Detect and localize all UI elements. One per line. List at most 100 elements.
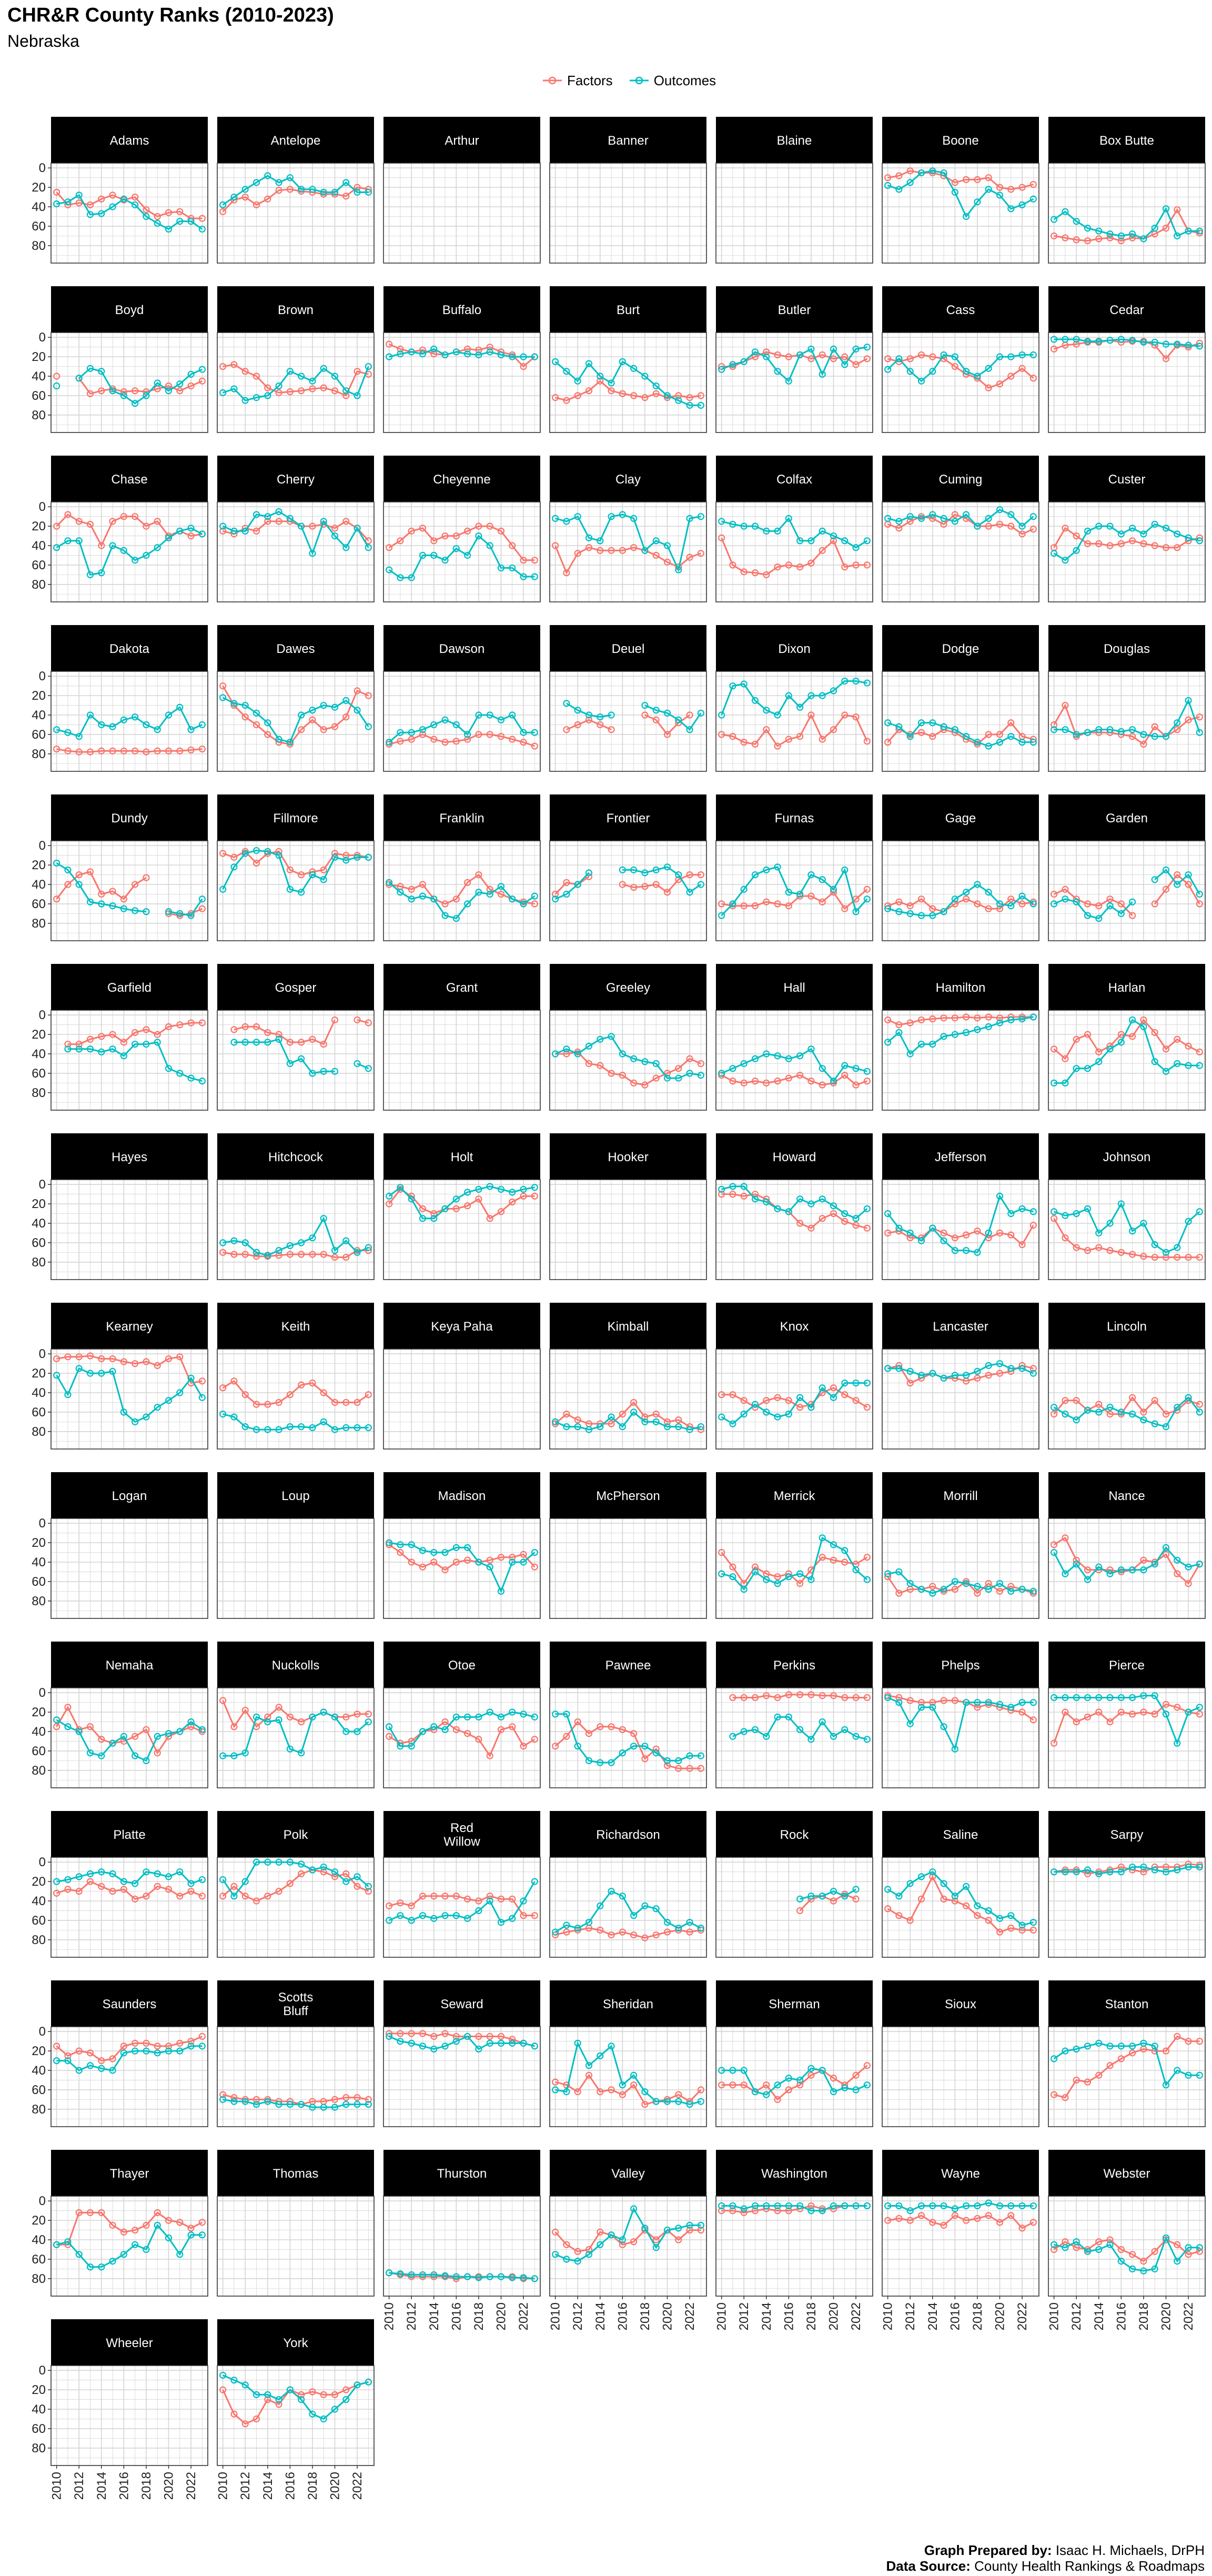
data-point-outcomes [652, 1749, 660, 1757]
data-point-factors [807, 2071, 815, 2079]
series-line-factors [223, 364, 369, 397]
data-point-outcomes [75, 2251, 83, 2258]
facet-strip-label: Grant [446, 981, 478, 995]
data-point-factors [774, 1078, 781, 1085]
data-point-factors [1162, 2047, 1170, 2055]
facet-panel: Cass [882, 286, 1039, 433]
data-point-factors [397, 537, 404, 545]
plot-area [51, 1688, 208, 1788]
data-point-outcomes [386, 1723, 393, 1730]
plot-area [550, 2196, 706, 2296]
panel-border [217, 1857, 375, 1958]
data-point-factors [1007, 1231, 1015, 1239]
data-point-factors [187, 2225, 195, 2232]
data-point-outcomes [397, 1912, 404, 1919]
data-point-outcomes [53, 544, 60, 551]
facet-strip-label: Red [450, 1821, 473, 1835]
data-point-outcomes [1140, 530, 1147, 538]
facet-strip-label: Richardson [596, 1828, 660, 1842]
data-point-outcomes [996, 1579, 1004, 1587]
data-point-factors [176, 208, 184, 215]
series-line-outcomes [555, 872, 590, 900]
data-point-outcomes [863, 344, 871, 351]
data-point-factors [176, 747, 184, 754]
data-point-outcomes [241, 527, 249, 535]
panel-border [50, 501, 208, 602]
data-point-factors [1073, 236, 1080, 244]
data-point-factors [497, 1895, 505, 1903]
data-point-outcomes [86, 571, 94, 578]
data-point-outcomes [996, 900, 1004, 908]
data-point-outcomes [408, 895, 415, 903]
y-tick-label: 20 [32, 2213, 46, 2228]
panel-border [882, 1349, 1039, 1450]
data-point-outcomes [1117, 1408, 1125, 1416]
facet-strip [217, 625, 374, 671]
data-point-outcomes [241, 2098, 249, 2105]
data-point-outcomes [895, 518, 903, 525]
facet-panel: Burt [549, 286, 707, 433]
data-point-factors [974, 1374, 981, 1382]
data-point-factors [729, 1563, 736, 1571]
data-point-outcomes [165, 2234, 173, 2241]
data-point-outcomes [807, 1576, 815, 1583]
data-point-outcomes [785, 1573, 792, 1581]
data-point-factors [309, 522, 316, 530]
data-point-factors [785, 2086, 792, 2094]
data-point-factors [785, 736, 792, 743]
data-point-outcomes [86, 2263, 94, 2271]
data-point-outcomes [852, 1215, 860, 1222]
data-point-factors [1174, 1704, 1181, 1711]
data-point-factors [1095, 2071, 1103, 2079]
data-point-outcomes [219, 1410, 227, 1418]
data-point-outcomes [563, 890, 570, 898]
data-point-outcomes [785, 515, 792, 522]
data-point-outcomes [53, 859, 60, 867]
facet-panel: Clay [549, 456, 707, 602]
data-point-factors [985, 731, 992, 738]
data-point-outcomes [486, 542, 493, 549]
data-point-outcomes [1051, 1079, 1058, 1086]
data-point-factors [652, 1931, 660, 1939]
data-point-factors [974, 1589, 981, 1597]
data-point-factors [109, 1887, 116, 1895]
facet-panel: Gage [882, 794, 1039, 941]
data-point-factors [143, 1893, 150, 1900]
data-point-outcomes [98, 569, 105, 577]
data-point-factors [652, 390, 660, 397]
data-point-outcomes [884, 719, 892, 727]
series-line-outcomes [555, 2207, 701, 2262]
data-point-outcomes [342, 1728, 350, 1735]
data-point-factors [1095, 540, 1103, 547]
data-point-outcomes [475, 889, 482, 896]
data-point-outcomes [386, 879, 393, 886]
data-point-factors [852, 1694, 860, 1702]
data-point-factors [718, 900, 725, 908]
data-point-outcomes [286, 886, 294, 893]
data-point-outcomes [830, 886, 837, 893]
y-tick-label: 40 [32, 2064, 46, 2078]
data-point-factors [718, 1071, 725, 1079]
data-point-outcomes [796, 1570, 804, 1577]
panel-border [50, 840, 208, 941]
data-point-outcomes [464, 1189, 471, 1196]
facet-strip [550, 1642, 706, 1688]
data-point-factors [1129, 912, 1136, 919]
facet-strip-label: Chase [111, 472, 147, 487]
data-point-outcomes [929, 511, 936, 518]
series-line-factors [56, 871, 147, 900]
series-line-outcomes [721, 2067, 867, 2096]
plot-area [550, 333, 706, 432]
data-point-outcomes [331, 1426, 339, 1433]
data-point-factors [951, 179, 958, 186]
data-point-outcomes [219, 201, 227, 208]
facet-panel: Dawson [383, 625, 541, 772]
data-point-factors [686, 1055, 693, 1062]
data-point-outcomes [309, 707, 316, 714]
data-point-outcomes [219, 1239, 227, 1246]
data-point-factors [1196, 2038, 1203, 2045]
data-point-factors [807, 1691, 815, 1698]
data-point-outcomes [252, 1713, 260, 1720]
data-point-outcomes [619, 358, 626, 365]
x-tick-label: 2016 [615, 2302, 630, 2330]
